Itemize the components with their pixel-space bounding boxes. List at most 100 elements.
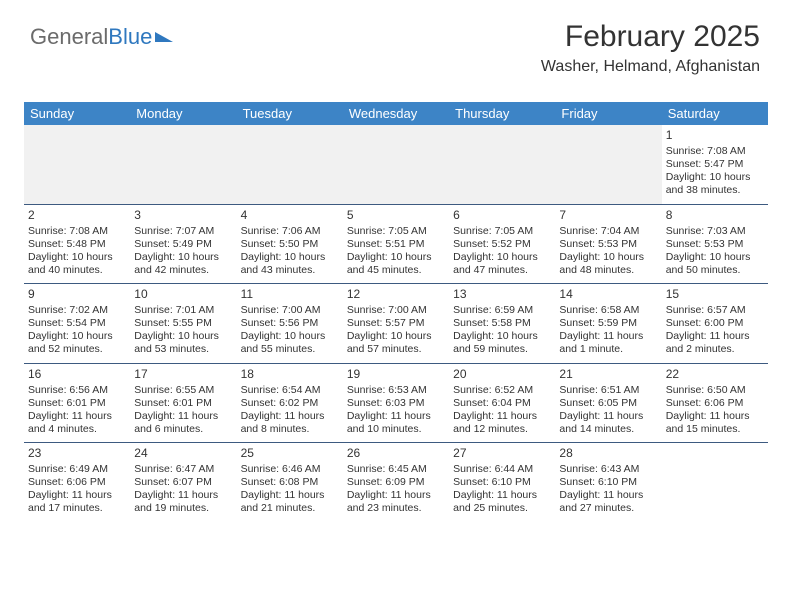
daylight-text: Daylight: 11 hours — [134, 489, 232, 502]
day-header: Tuesday — [237, 102, 343, 125]
logo-word1: General — [30, 24, 108, 50]
daylight-text: and 53 minutes. — [134, 343, 232, 356]
sunrise-text: Sunrise: 6:52 AM — [453, 384, 551, 397]
calendar-day: 27Sunrise: 6:44 AMSunset: 6:10 PMDayligh… — [449, 443, 555, 522]
day-header: Monday — [130, 102, 236, 125]
daylight-text: and 45 minutes. — [347, 264, 445, 277]
sunrise-text: Sunrise: 6:53 AM — [347, 384, 445, 397]
daylight-text: and 59 minutes. — [453, 343, 551, 356]
sunrise-text: Sunrise: 6:58 AM — [559, 304, 657, 317]
sunset-text: Sunset: 5:50 PM — [241, 238, 339, 251]
daylight-text: and 57 minutes. — [347, 343, 445, 356]
logo-triangle-icon — [155, 32, 173, 42]
sunrise-text: Sunrise: 6:57 AM — [666, 304, 764, 317]
calendar-day: 23Sunrise: 6:49 AMSunset: 6:06 PMDayligh… — [24, 443, 130, 522]
day-number: 18 — [241, 367, 339, 382]
daylight-text: Daylight: 10 hours — [241, 330, 339, 343]
daylight-text: Daylight: 10 hours — [347, 251, 445, 264]
sunrise-text: Sunrise: 6:51 AM — [559, 384, 657, 397]
daylight-text: Daylight: 11 hours — [559, 330, 657, 343]
day-number: 7 — [559, 208, 657, 223]
daylight-text: and 14 minutes. — [559, 423, 657, 436]
day-number: 4 — [241, 208, 339, 223]
calendar-day: 16Sunrise: 6:56 AMSunset: 6:01 PMDayligh… — [24, 364, 130, 443]
page-subtitle: Washer, Helmand, Afghanistan — [541, 58, 760, 76]
daylight-text: and 21 minutes. — [241, 502, 339, 515]
calendar-day: 11Sunrise: 7:00 AMSunset: 5:56 PMDayligh… — [237, 284, 343, 363]
calendar-day: 2Sunrise: 7:08 AMSunset: 5:48 PMDaylight… — [24, 205, 130, 284]
day-number: 21 — [559, 367, 657, 382]
sunset-text: Sunset: 6:04 PM — [453, 397, 551, 410]
calendar-week: 16Sunrise: 6:56 AMSunset: 6:01 PMDayligh… — [24, 363, 768, 443]
sunrise-text: Sunrise: 6:56 AM — [28, 384, 126, 397]
daylight-text: and 19 minutes. — [134, 502, 232, 515]
calendar-day: 9Sunrise: 7:02 AMSunset: 5:54 PMDaylight… — [24, 284, 130, 363]
daylight-text: and 2 minutes. — [666, 343, 764, 356]
calendar-day: 14Sunrise: 6:58 AMSunset: 5:59 PMDayligh… — [555, 284, 661, 363]
calendar-day-empty — [449, 125, 555, 204]
sunrise-text: Sunrise: 6:44 AM — [453, 463, 551, 476]
daylight-text: and 25 minutes. — [453, 502, 551, 515]
sunset-text: Sunset: 6:07 PM — [134, 476, 232, 489]
sunrise-text: Sunrise: 6:50 AM — [666, 384, 764, 397]
calendar-day-empty — [555, 125, 661, 204]
calendar-day: 15 Sunrise: 6:57 AMSunset: 6:00 PMDayligh… — [662, 284, 768, 363]
day-number: 1 — [666, 128, 764, 143]
daylight-text: and 47 minutes. — [453, 264, 551, 277]
daylight-text: and 38 minutes. — [666, 184, 764, 197]
daylight-text: Daylight: 10 hours — [28, 251, 126, 264]
page-header: February 2025 Washer, Helmand, Afghanist… — [541, 20, 760, 76]
daylight-text: Daylight: 11 hours — [666, 330, 764, 343]
sunrise-text: Sunrise: 7:00 AM — [347, 304, 445, 317]
day-number: 9 — [28, 287, 126, 302]
daylight-text: Daylight: 11 hours — [347, 489, 445, 502]
sunset-text: Sunset: 6:05 PM — [559, 397, 657, 410]
sunset-text: Sunset: 5:53 PM — [666, 238, 764, 251]
calendar-day-empty — [24, 125, 130, 204]
sunset-text: Sunset: 6:00 PM — [666, 317, 764, 330]
daylight-text: Daylight: 10 hours — [453, 251, 551, 264]
daylight-text: Daylight: 10 hours — [134, 330, 232, 343]
day-number: 14 — [559, 287, 657, 302]
calendar-day: 26Sunrise: 6:45 AMSunset: 6:09 PMDayligh… — [343, 443, 449, 522]
daylight-text: and 40 minutes. — [28, 264, 126, 277]
sunset-text: Sunset: 5:55 PM — [134, 317, 232, 330]
sunset-text: Sunset: 6:08 PM — [241, 476, 339, 489]
sunrise-text: Sunrise: 7:04 AM — [559, 225, 657, 238]
daylight-text: and 55 minutes. — [241, 343, 339, 356]
sunset-text: Sunset: 5:49 PM — [134, 238, 232, 251]
calendar-day: 13Sunrise: 6:59 AMSunset: 5:58 PMDayligh… — [449, 284, 555, 363]
daylight-text: and 10 minutes. — [347, 423, 445, 436]
sunset-text: Sunset: 6:09 PM — [347, 476, 445, 489]
sunrise-text: Sunrise: 7:05 AM — [453, 225, 551, 238]
day-header: Thursday — [449, 102, 555, 125]
day-number: 27 — [453, 446, 551, 461]
sunset-text: Sunset: 6:01 PM — [134, 397, 232, 410]
day-number: 19 — [347, 367, 445, 382]
daylight-text: Daylight: 11 hours — [347, 410, 445, 423]
calendar-week: 23Sunrise: 6:49 AMSunset: 6:06 PMDayligh… — [24, 442, 768, 522]
daylight-text: Daylight: 11 hours — [241, 410, 339, 423]
daylight-text: Daylight: 11 hours — [559, 489, 657, 502]
sunset-text: Sunset: 5:56 PM — [241, 317, 339, 330]
calendar-day-empty — [662, 443, 768, 522]
day-number: 15 — [666, 287, 764, 302]
calendar-day: 8Sunrise: 7:03 AMSunset: 5:53 PMDaylight… — [662, 205, 768, 284]
calendar-day: 12Sunrise: 7:00 AMSunset: 5:57 PMDayligh… — [343, 284, 449, 363]
day-header: Friday — [555, 102, 661, 125]
calendar-day: 28Sunrise: 6:43 AMSunset: 6:10 PMDayligh… — [555, 443, 661, 522]
calendar-day: 1Sunrise: 7:08 AMSunset: 5:47 PMDaylight… — [662, 125, 768, 204]
sunset-text: Sunset: 6:10 PM — [453, 476, 551, 489]
daylight-text: Daylight: 11 hours — [453, 410, 551, 423]
sunset-text: Sunset: 5:52 PM — [453, 238, 551, 251]
sunset-text: Sunset: 5:51 PM — [347, 238, 445, 251]
daylight-text: Daylight: 10 hours — [666, 251, 764, 264]
daylight-text: and 4 minutes. — [28, 423, 126, 436]
sunset-text: Sunset: 5:47 PM — [666, 158, 764, 171]
calendar-day: 18Sunrise: 6:54 AMSunset: 6:02 PMDayligh… — [237, 364, 343, 443]
sunset-text: Sunset: 6:06 PM — [28, 476, 126, 489]
sunrise-text: Sunrise: 6:45 AM — [347, 463, 445, 476]
daylight-text: Daylight: 11 hours — [134, 410, 232, 423]
sunrise-text: Sunrise: 7:08 AM — [28, 225, 126, 238]
sunrise-text: Sunrise: 7:00 AM — [241, 304, 339, 317]
